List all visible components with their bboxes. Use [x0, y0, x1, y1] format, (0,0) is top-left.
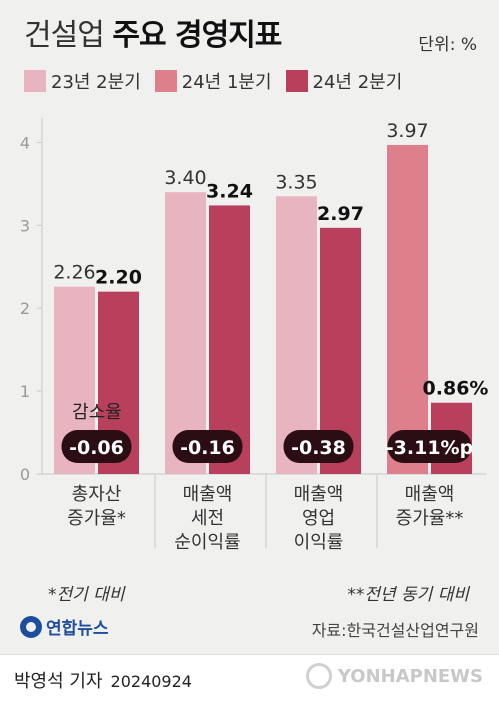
category-label-0-0: 총자산 [72, 484, 122, 505]
title-bold: 주요 경영지표 [112, 18, 282, 53]
change-value-2: -0.38 [291, 437, 346, 459]
category-label-2-0: 매출액 [294, 484, 344, 505]
watermark-icon [305, 663, 332, 689]
value-label-g3-b0: 3.97 [386, 120, 428, 142]
legend-swatch-0 [24, 70, 46, 92]
change-value-1: -0.16 [180, 437, 235, 459]
category-label-1-0: 매출액 [183, 484, 233, 505]
legend-swatch-2 [285, 70, 308, 92]
value-label-g0-b0: 2.26 [53, 262, 95, 284]
y-tick-label-4: 4 [20, 133, 30, 152]
legend-item-2: 24년 2분기 [285, 68, 403, 94]
category-label-3-0: 매출액 [405, 484, 455, 505]
legend-label-2: 24년 2분기 [312, 72, 403, 93]
value-label-g1-b1: 3.24 [206, 180, 253, 202]
title-light: 건설업 [24, 18, 105, 53]
change-pill-1 [172, 430, 243, 463]
change-value-0: -0.06 [69, 437, 124, 459]
page-title: 건설업 주요 경영지표 [24, 16, 282, 56]
value-label-g2-b0: 3.35 [275, 171, 317, 193]
value-label-g2-b1: 2.97 [317, 203, 364, 225]
value-label-g0-b1: 2.20 [95, 267, 142, 289]
change-pill-2 [283, 430, 354, 463]
category-label-3-1: 증가율** [396, 508, 464, 529]
reporter-name: 박영석 기자 [14, 671, 103, 692]
legend-swatch-1 [154, 70, 177, 92]
category-label-2-2: 이익률 [294, 532, 344, 553]
category-label-2-1: 영업 [302, 508, 335, 529]
bar-g3-b0 [387, 144, 428, 475]
legend-label-0: 23년 2분기 [51, 72, 141, 93]
bar-g1-b1 [209, 205, 250, 474]
y-tick-label-3: 3 [20, 216, 30, 235]
watermark: YONHAPNEWS [305, 663, 483, 689]
y-tick-label-0: 0 [20, 465, 30, 484]
byline: 박영석 기자 20240924 [14, 667, 192, 693]
change-pill-3 [387, 430, 472, 463]
source-label: 자료:한국건설산업연구원 [311, 621, 479, 640]
value-label-g1-b0: 3.40 [164, 167, 206, 189]
change-pill-0 [61, 430, 132, 463]
y-tick-label-2: 2 [20, 299, 30, 318]
yonhap-logo: 연합뉴스 [20, 614, 109, 639]
change-value-3: -3.11%p [386, 437, 473, 459]
category-label-1-1: 세전 [191, 508, 224, 529]
legend: 23년 2분기 24년 1분기 24년 2분기 [24, 68, 402, 94]
y-tick-label-1: 1 [20, 382, 30, 401]
unit-label: 단위: % [418, 35, 477, 55]
legend-item-1: 24년 1분기 [154, 68, 272, 94]
bar-g1-b0 [165, 192, 206, 474]
value-label-g3-b1: 0.86% [423, 378, 489, 400]
note-prev-quarter: *전기 대비 [48, 585, 125, 605]
yonhap-logo-icon [20, 615, 42, 638]
category-label-1-2: 순이익률 [174, 532, 240, 553]
legend-item-0: 23년 2분기 [24, 68, 141, 94]
footer: 박영석 기자 20240924 YONHAPNEWS [0, 654, 499, 704]
bar-g2-b0 [276, 196, 317, 475]
category-label-0-1: 증가율* [67, 508, 126, 529]
publish-date: 20240924 [110, 672, 192, 691]
watermark-text: YONHAPNEWS [337, 665, 483, 687]
legend-label-1: 24년 1분기 [181, 72, 272, 93]
change-caption: 감소율 [72, 402, 122, 423]
logo-text: 연합뉴스 [46, 619, 109, 639]
note-prev-year: **전년 동기 대비 [347, 585, 469, 605]
